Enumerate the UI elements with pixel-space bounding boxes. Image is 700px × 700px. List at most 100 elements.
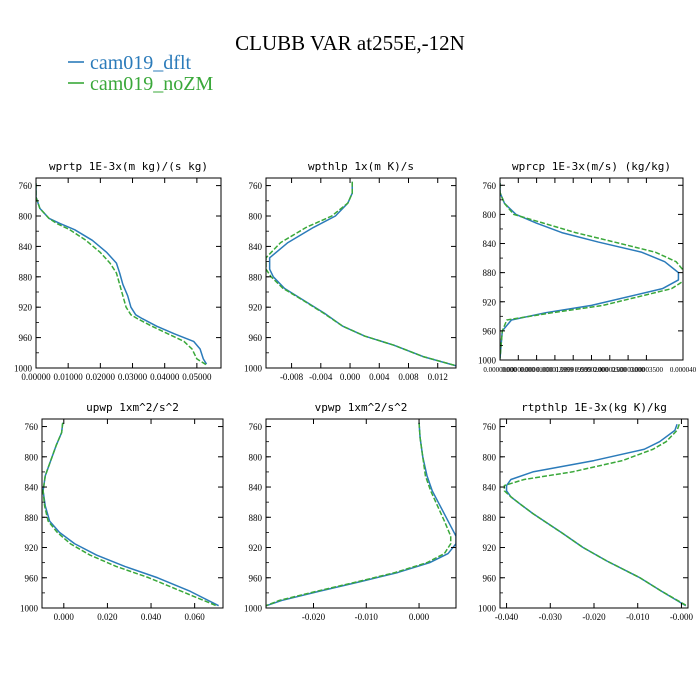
y-tick-label: 880 xyxy=(483,268,497,278)
y-tick-label: 960 xyxy=(19,333,33,343)
y-tick-label: 1000 xyxy=(14,364,33,374)
y-tick-label: 840 xyxy=(483,483,497,493)
x-tick-label: -0.004 xyxy=(309,372,333,382)
y-tick-label: 960 xyxy=(25,573,39,583)
series-line-nozm xyxy=(503,424,688,607)
y-tick-label: 920 xyxy=(483,297,497,307)
series-line-nozm xyxy=(266,422,452,607)
panel-frame xyxy=(265,418,457,609)
x-tick-label: 0.004 xyxy=(369,372,390,382)
legend: cam019_dflt cam019_noZM xyxy=(68,52,214,95)
panel-2: wpthlp 1x(m K)/s 760 800 840 880 920 960 1000 -0… xyxy=(244,160,457,382)
legend-label-dflt: cam019_dflt xyxy=(90,52,192,74)
y-tick-label: 800 xyxy=(19,212,33,222)
y-tick-label: 880 xyxy=(249,513,263,523)
y-tick-label: 960 xyxy=(483,326,497,336)
x-tick-label: 0.040 xyxy=(141,612,162,622)
y-tick-label: 960 xyxy=(249,573,263,583)
x-tick-label: 0.000 xyxy=(340,372,361,382)
x-tick-label: 0.020 xyxy=(97,612,118,622)
panel-title: wpthlp 1x(m K)/s xyxy=(308,160,414,173)
panel-title: vpwp 1xm^2/s^2 xyxy=(315,401,408,414)
x-tick-label: -0.010 xyxy=(626,612,650,622)
x-tick-label: 0.02000 xyxy=(86,372,116,382)
panel-6: rtpthlp 1E-3x(kg K)/kg 760 800 840 880 920 960… xyxy=(478,401,694,622)
panel-3: wprcp 1E-3x(m/s) (kg/kg) 760 800 840 880 920 9… xyxy=(478,160,697,374)
series-line-nozm xyxy=(36,183,207,366)
y-tick-label: 840 xyxy=(483,239,497,249)
x-tick-label: -0.030 xyxy=(539,612,563,622)
y-tick-label: 920 xyxy=(249,543,263,553)
x-tick-label: 0.000013999 xyxy=(537,366,574,374)
y-tick-label: 800 xyxy=(249,212,263,222)
figure-title: CLUBB VAR at255E,-12N xyxy=(235,31,465,55)
y-tick-label: 1000 xyxy=(20,604,39,614)
x-tick-label: 0.000 xyxy=(54,612,75,622)
panel-title: wprtp 1E-3x(m kg)/(s kg) xyxy=(49,160,208,173)
x-tick-label: 0.012 xyxy=(428,372,448,382)
y-tick-label: 880 xyxy=(249,272,263,282)
x-tick-label: 0.008 xyxy=(398,372,419,382)
y-tick-label: 1000 xyxy=(244,364,263,374)
x-tick-label: 0.00002000 xyxy=(575,366,609,374)
y-tick-label: 960 xyxy=(249,333,263,343)
panel-1: wprtp 1E-3x(m kg)/(s kg) 760 800 840 880 920 9… xyxy=(14,160,222,382)
y-tick-label: 920 xyxy=(249,303,263,313)
y-tick-label: 880 xyxy=(19,272,33,282)
x-tick-label: -0.000 xyxy=(670,612,694,622)
y-tick-label: 1000 xyxy=(244,604,263,614)
y-tick-label: 800 xyxy=(483,210,497,220)
panels: wprtp 1E-3x(m kg)/(s kg) 760 800 840 880 920 9… xyxy=(14,160,697,622)
panel-title: upwp 1xm^2/s^2 xyxy=(86,401,179,414)
panel-title: wprcp 1E-3x(m/s) (kg/kg) xyxy=(512,160,671,173)
x-tick-label: 0.000040 xyxy=(670,366,697,374)
y-tick-label: 880 xyxy=(483,513,497,523)
y-tick-label: 920 xyxy=(483,543,497,553)
y-tick-label: 760 xyxy=(25,422,39,432)
x-tick-label: 0.000 xyxy=(409,612,430,622)
y-tick-label: 1000 xyxy=(478,604,497,614)
x-tick-label: 0.00000000 xyxy=(483,366,517,374)
y-tick-label: 840 xyxy=(25,483,39,493)
x-tick-label: -0.008 xyxy=(280,372,304,382)
x-tick-label: 0.00003500 xyxy=(630,366,664,374)
series-line-nozm xyxy=(266,181,456,367)
y-tick-label: 760 xyxy=(19,181,33,191)
y-tick-label: 800 xyxy=(25,452,39,462)
x-tick-label: -0.020 xyxy=(582,612,606,622)
x-tick-label: 0.00000 xyxy=(21,372,51,382)
y-tick-label: 800 xyxy=(483,452,497,462)
y-tick-label: 880 xyxy=(25,513,39,523)
panel-title: rtpthlp 1E-3x(kg K)/kg xyxy=(521,401,667,414)
y-tick-label: 760 xyxy=(249,181,263,191)
y-tick-label: 760 xyxy=(483,181,497,191)
panel-frame xyxy=(265,177,457,369)
x-tick-label: -0.040 xyxy=(495,612,519,622)
x-tick-label: 0.00001000 xyxy=(520,366,554,374)
y-tick-label: 840 xyxy=(19,242,33,252)
y-tick-label: 1000 xyxy=(478,356,497,366)
y-tick-label: 760 xyxy=(483,422,497,432)
x-tick-label: 0.04000 xyxy=(150,372,180,382)
y-tick-label: 800 xyxy=(249,452,263,462)
x-tick-label: 0.03000 xyxy=(118,372,148,382)
x-tick-label: -0.020 xyxy=(302,612,326,622)
legend-label-nozm: cam019_noZM xyxy=(90,73,214,95)
y-tick-label: 840 xyxy=(249,483,263,493)
panel-frame xyxy=(41,418,224,609)
x-tick-label: 0.01000 xyxy=(54,372,84,382)
x-tick-label: 0.000019999 xyxy=(555,366,592,374)
x-tick-label: 0.05000 xyxy=(182,372,212,382)
y-tick-label: 760 xyxy=(249,422,263,432)
panel-4: upwp 1xm^2/s^2 760 800 840 880 920 960 1000 0.00… xyxy=(20,401,224,622)
x-tick-label: 0.00000000 xyxy=(502,366,536,374)
y-tick-label: 840 xyxy=(249,242,263,252)
x-tick-label: 0.00002500 xyxy=(593,366,627,374)
series-line-nozm xyxy=(42,422,217,607)
y-tick-label: 960 xyxy=(483,573,497,583)
series-line-nozm xyxy=(500,183,683,359)
y-tick-label: 920 xyxy=(25,543,39,553)
panel-frame xyxy=(35,177,222,369)
